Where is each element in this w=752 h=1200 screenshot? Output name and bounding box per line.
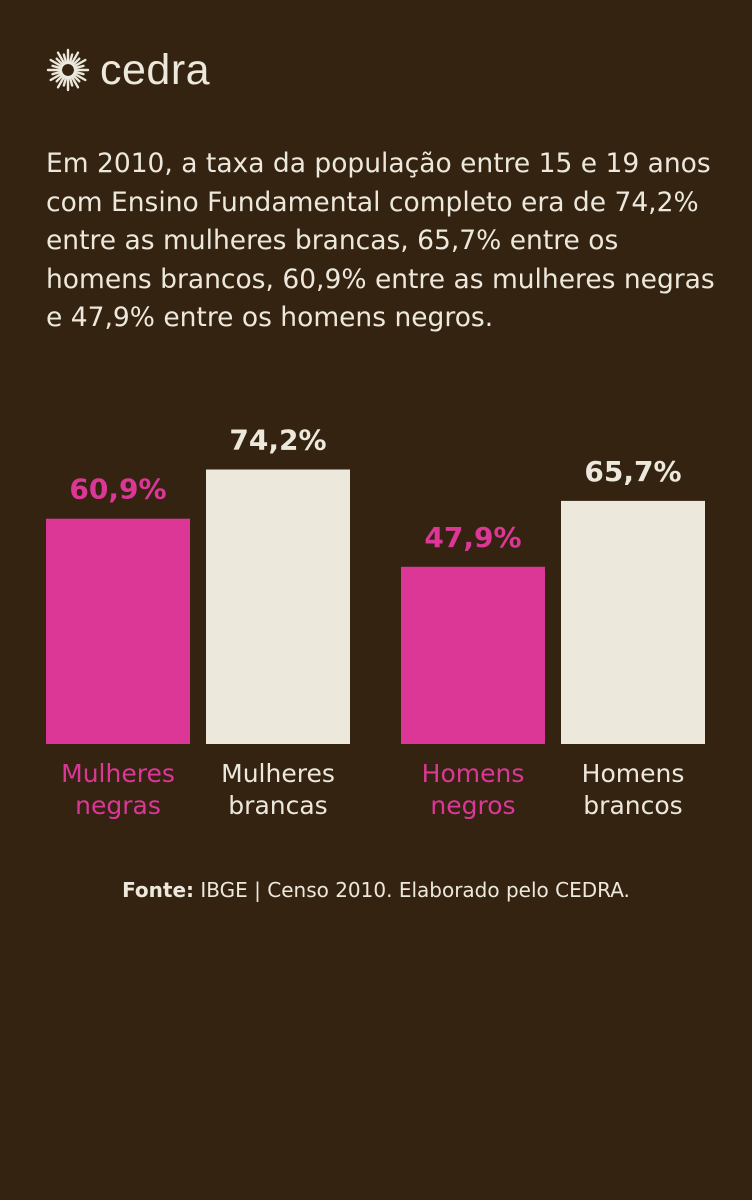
brand-logo: cedra xyxy=(46,44,210,96)
bar-0 xyxy=(46,518,190,744)
bar-1 xyxy=(206,469,350,744)
source-label: Fonte: xyxy=(122,878,195,902)
category-label-1-line2: brancas xyxy=(228,791,327,820)
source-text: IBGE | Censo 2010. Elaborado pelo CEDRA. xyxy=(200,878,630,902)
category-label-3-line1: Homens xyxy=(582,759,685,788)
category-label-1-line1: Mulheres xyxy=(221,759,335,788)
value-label-2: 47,9% xyxy=(424,521,521,554)
bar-3 xyxy=(561,500,705,744)
value-label-3: 65,7% xyxy=(584,455,681,488)
category-label-0-line2: negras xyxy=(75,791,161,820)
source-note: Fonte: IBGE | Censo 2010. Elaborado pelo… xyxy=(0,878,752,902)
value-label-0: 60,9% xyxy=(69,473,166,506)
category-label-0-line1: Mulheres xyxy=(61,759,175,788)
category-label-2-line2: negros xyxy=(430,791,515,820)
bar-2 xyxy=(401,566,545,744)
category-label-2-line1: Homens xyxy=(422,759,525,788)
category-label-3-line2: brancos xyxy=(583,791,682,820)
intro-text: Em 2010, a taxa da população entre 15 e … xyxy=(46,148,715,334)
sun-logo-icon xyxy=(46,48,90,92)
value-label-1: 74,2% xyxy=(229,424,326,457)
brand-name: cedra xyxy=(100,45,211,94)
